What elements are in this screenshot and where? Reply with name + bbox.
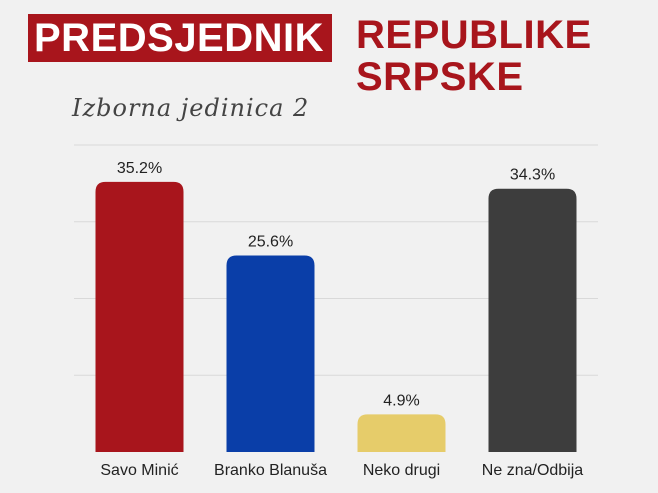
value-label-2: 25.6% bbox=[248, 234, 293, 251]
title-rest: REPUBLIKE SRPSKE bbox=[356, 13, 592, 99]
bars bbox=[95, 181, 577, 452]
category-label-3: Neko drugi bbox=[363, 462, 440, 479]
category-label-2: Branko Blanuša bbox=[214, 462, 327, 479]
chart-subtitle: Izborna jedinica 2 bbox=[72, 94, 310, 122]
value-label-3: 4.9% bbox=[383, 392, 419, 409]
value-label-1: 35.2% bbox=[117, 160, 162, 177]
labels: 35.2% Savo Minić 25.6% Branko Blanuša 4.9% Ne… bbox=[100, 160, 583, 479]
bar-2 bbox=[226, 255, 315, 452]
bar-3 bbox=[357, 414, 446, 452]
category-label-1: Savo Minić bbox=[100, 462, 178, 479]
bar-4 bbox=[488, 188, 577, 452]
category-label-4: Ne zna/Odbija bbox=[482, 462, 583, 479]
title-highlight: PREDSJEDNIK bbox=[28, 14, 333, 62]
bar-1 bbox=[95, 181, 184, 452]
value-label-4: 34.3% bbox=[510, 167, 555, 184]
